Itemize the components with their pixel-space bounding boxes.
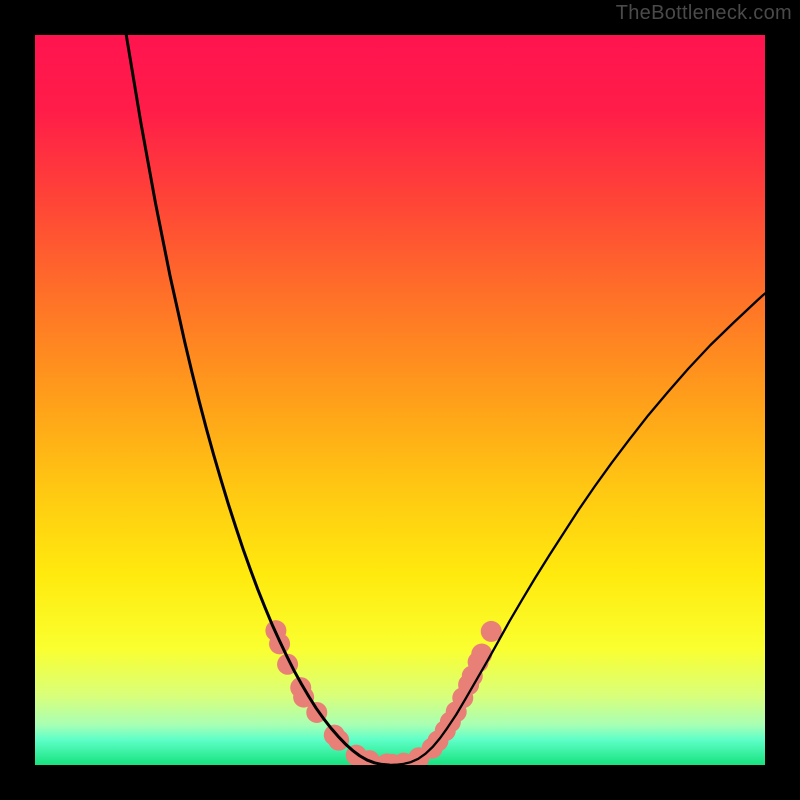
bottleneck-chart: TheBottleneck.com: [0, 0, 800, 800]
chart-svg: [0, 0, 800, 800]
attribution-text: TheBottleneck.com: [616, 2, 792, 25]
data-marker: [471, 644, 492, 665]
data-marker: [328, 730, 349, 751]
